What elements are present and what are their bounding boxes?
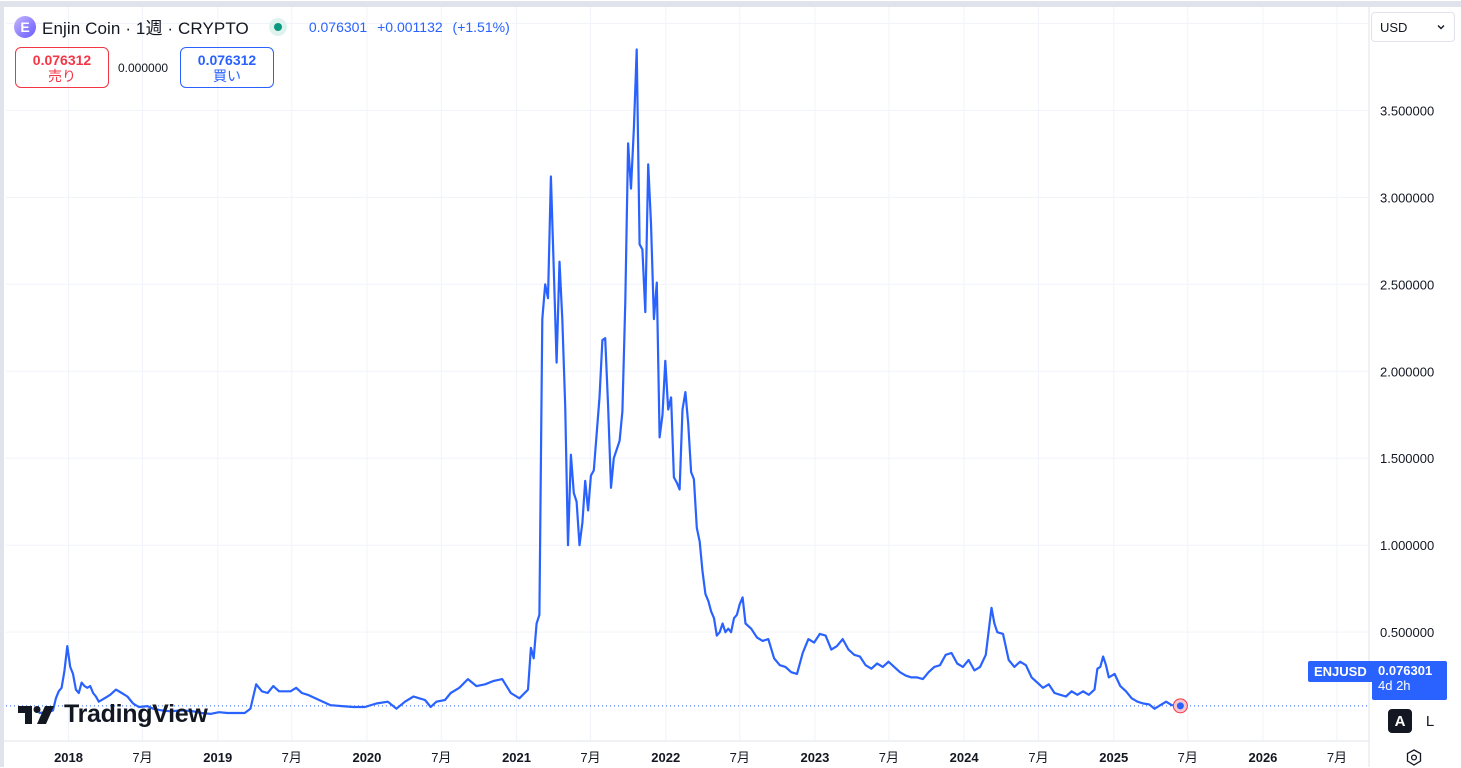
price-tick-label: 2.500000: [1380, 277, 1434, 292]
time-tick-label: 7月: [1327, 750, 1347, 765]
last-value: 0.076301: [308, 18, 368, 35]
sell-button[interactable]: 0.076312 売り: [15, 47, 109, 88]
auto-scale-button[interactable]: A: [1388, 709, 1412, 733]
separator: ·: [125, 19, 132, 38]
sell-price: 0.076312: [32, 51, 92, 68]
time-tick-label: 7月: [1178, 750, 1198, 765]
log-scale-button[interactable]: L: [1425, 712, 1435, 730]
time-tick-label: 2020: [352, 750, 381, 765]
buy-price: 0.076312: [197, 51, 257, 68]
time-tick-label: 2021: [502, 750, 531, 765]
currency-value: USD: [1380, 19, 1408, 35]
price-tick-label: 2.000000: [1380, 364, 1434, 379]
time-tick-label: 7月: [431, 750, 451, 765]
price-tick-label: 1.500000: [1380, 451, 1434, 466]
price-tick-label: 1.000000: [1380, 538, 1434, 553]
last-price-label: 0.076301 4d 2h: [1372, 661, 1447, 700]
last-point-marker: [1176, 702, 1184, 710]
tradingview-logo[interactable]: TradingView: [18, 700, 208, 729]
market-open-status-icon[interactable]: [268, 17, 287, 36]
price-tick-label: 0.500000: [1380, 625, 1434, 640]
chevron-down-icon: [1437, 25, 1445, 30]
change-percent: (+1.51%): [452, 18, 510, 35]
change-value: +0.001132: [377, 18, 443, 35]
time-tick-label: 7月: [879, 750, 899, 765]
time-tick-label: 2026: [1248, 750, 1277, 765]
buy-label: 買い: [213, 67, 241, 84]
time-tick-label: 2022: [651, 750, 680, 765]
spread-value: 0.000000: [118, 61, 169, 75]
price-axis[interactable]: 4.0000003.5000003.0000002.5000002.000000…: [1380, 16, 1434, 640]
separator: ·: [167, 19, 174, 38]
time-tick-label: 2025: [1099, 750, 1128, 765]
time-tick-label: 2023: [800, 750, 829, 765]
quote-values: 0.076301 +0.001132 (+1.51%): [309, 19, 516, 35]
grid-lines: [6, 6, 1368, 740]
bar-countdown: 4d 2h: [1378, 678, 1411, 693]
last-price-value: 0.076301: [1378, 663, 1433, 678]
price-tick-label: 3.500000: [1380, 103, 1434, 118]
symbol-name: Enjin Coin: [42, 19, 121, 38]
exchange: CRYPTO: [178, 19, 249, 38]
interval: 1週: [135, 19, 163, 38]
currency-select[interactable]: USD: [1371, 12, 1455, 42]
time-tick-label: 2024: [950, 750, 980, 765]
time-tick-label: 7月: [132, 750, 152, 765]
ticker-label: ENJUSD: [1308, 661, 1373, 682]
time-tick-label: 7月: [282, 750, 302, 765]
logo-text: TradingView: [64, 700, 208, 728]
enjin-coin-icon: E: [14, 15, 36, 38]
buy-button[interactable]: 0.076312 買い: [180, 47, 274, 88]
time-tick-label: 7月: [1028, 750, 1048, 765]
sell-label: 売り: [48, 67, 76, 84]
time-axis[interactable]: 2018 7月 2019 7月 2020 7月 2021 7月 2022 7月 2023 7月 2024…: [54, 750, 1347, 765]
price-tick-label: 3.000000: [1380, 190, 1434, 205]
time-tick-label: 2019: [203, 750, 232, 765]
time-tick-label: 7月: [730, 750, 750, 765]
series-line-enjusd: [38, 48, 1181, 715]
time-tick-label: 2018: [54, 750, 83, 765]
symbol-title[interactable]: Enjin Coin · 1週 · CRYPTO: [42, 14, 249, 39]
legend: E Enjin Coin · 1週 · CRYPTO 0.076301 +0.0…: [14, 14, 516, 39]
tradingview-logo-icon: [18, 705, 54, 724]
gear-icon[interactable]: [1404, 748, 1424, 768]
time-tick-label: 7月: [580, 750, 600, 765]
